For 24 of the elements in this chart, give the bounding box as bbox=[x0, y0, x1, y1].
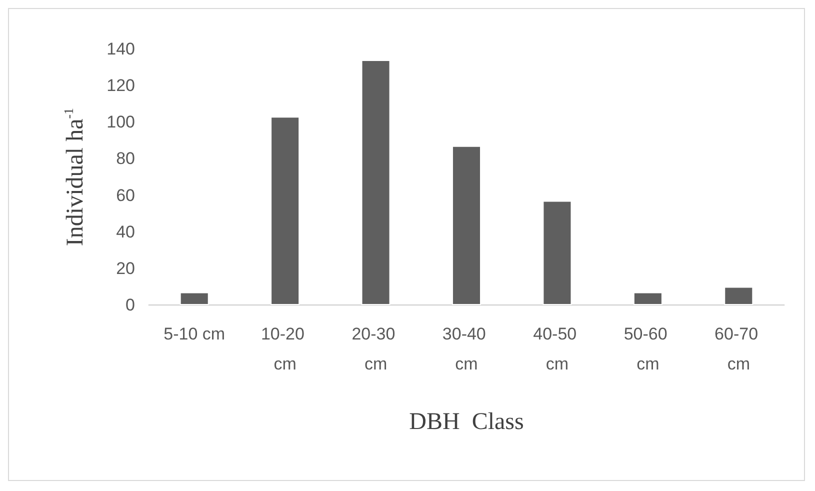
y-axis-title: Individual ha-1 bbox=[61, 108, 88, 246]
bar bbox=[542, 200, 572, 305]
bar bbox=[724, 286, 754, 305]
bar bbox=[270, 116, 300, 305]
bar bbox=[361, 60, 390, 305]
x-tick-label: 5-10 cm bbox=[164, 324, 226, 344]
x-axis-title: DBH Class bbox=[409, 409, 524, 435]
bar bbox=[633, 292, 662, 305]
x-tick-label: 10-20 cm bbox=[260, 324, 310, 374]
bar bbox=[180, 292, 209, 305]
x-tick-label: 30-40 cm bbox=[442, 324, 491, 374]
y-tick-label: 120 bbox=[106, 76, 135, 96]
bar bbox=[452, 146, 482, 305]
x-tick-label: 60-70 cm bbox=[714, 324, 763, 374]
y-tick-label: 20 bbox=[116, 258, 135, 278]
x-tick-label: 20-30 cm bbox=[352, 324, 400, 374]
y-tick-label: 60 bbox=[116, 186, 135, 205]
x-tick-label: 40-50 cm bbox=[533, 324, 582, 374]
y-tick-label: 140 bbox=[106, 40, 135, 58]
x-tick-label: 50-60 cm bbox=[624, 324, 672, 374]
y-tick-label: 80 bbox=[116, 149, 135, 168]
y-tick-label: 40 bbox=[116, 222, 135, 242]
y-tick-label: 0 bbox=[126, 296, 135, 314]
y-tick-label: 100 bbox=[106, 112, 135, 132]
